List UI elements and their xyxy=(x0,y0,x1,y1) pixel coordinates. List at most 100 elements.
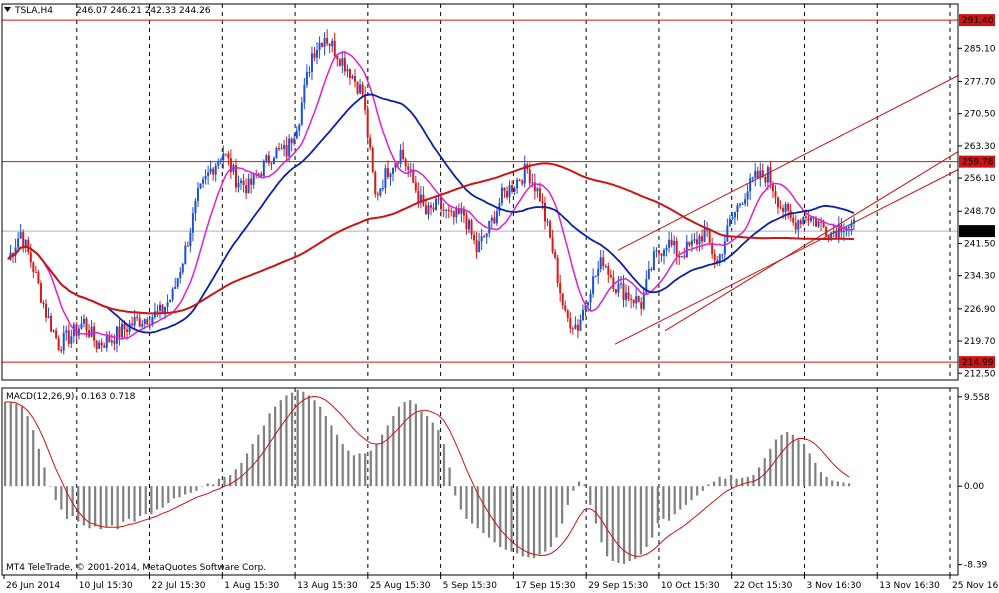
candle-body xyxy=(521,180,524,184)
candle-body xyxy=(245,184,248,194)
macd-bar xyxy=(510,486,513,552)
candle-body xyxy=(505,190,508,198)
candle-body xyxy=(473,234,476,241)
candle-body xyxy=(100,342,103,346)
candle-body xyxy=(475,240,478,253)
macd-bar xyxy=(589,486,592,505)
candle-body xyxy=(22,232,25,247)
candle-body xyxy=(331,40,334,47)
macd-panel-frame xyxy=(1,387,959,576)
candle-body xyxy=(338,59,341,66)
macd-bar xyxy=(701,486,704,491)
candle-body xyxy=(622,283,625,300)
macd-bar xyxy=(797,439,800,487)
macd-bar xyxy=(150,486,153,515)
macd-bar xyxy=(673,486,676,515)
macd-bar xyxy=(65,486,69,519)
candle-body xyxy=(60,349,63,351)
candle-body xyxy=(695,239,698,245)
candle-body xyxy=(670,239,673,246)
macd-panel[interactable] xyxy=(4,389,851,564)
macd-bar xyxy=(611,486,614,561)
candle-body xyxy=(764,176,767,183)
candle-body xyxy=(769,167,772,184)
candle-body xyxy=(164,306,167,313)
macd-bar xyxy=(414,403,417,487)
candle-body xyxy=(652,251,655,271)
candle-body xyxy=(435,198,438,210)
candle-body xyxy=(440,198,443,210)
candle-body xyxy=(366,109,369,138)
macd-bar xyxy=(420,411,423,487)
candle-body xyxy=(541,201,544,203)
macd-bar xyxy=(189,486,192,493)
candle-body xyxy=(409,169,412,171)
macd-bar xyxy=(617,486,620,563)
candle-body xyxy=(627,292,630,299)
candle-body xyxy=(508,185,511,198)
candle-body xyxy=(559,282,562,294)
price-tick-label: 285.10 xyxy=(964,44,996,54)
candle-body xyxy=(592,276,595,294)
candle-body xyxy=(118,326,121,338)
macd-bar xyxy=(634,486,637,560)
candle-body xyxy=(495,211,498,224)
candle-body xyxy=(199,183,202,189)
candle-body xyxy=(500,187,503,204)
macd-bar xyxy=(532,486,536,559)
candle-body xyxy=(632,299,635,304)
candle-body xyxy=(513,188,516,192)
macd-bar xyxy=(60,486,63,510)
candlesticks[interactable] xyxy=(9,29,855,355)
candle-body xyxy=(308,72,311,74)
candle-body xyxy=(602,257,605,267)
macd-bar xyxy=(178,486,181,498)
price-tick-label: 226.90 xyxy=(964,305,996,315)
candle-body xyxy=(741,203,744,205)
candle-body xyxy=(543,202,546,222)
candle-body xyxy=(275,148,278,158)
candle-body xyxy=(321,42,324,47)
candle-body xyxy=(640,302,643,309)
macd-bar xyxy=(583,484,586,487)
candle-body xyxy=(250,178,253,185)
copyright-footer: MT4 TeleTrade, © 2001-2014, MetaQuotes S… xyxy=(6,563,266,573)
macd-header: MACD(12,26,9) 0.163 0.718 xyxy=(6,392,136,402)
candle-body xyxy=(217,161,220,166)
candle-body xyxy=(538,188,541,202)
candle-body xyxy=(346,69,349,72)
macd-bar xyxy=(386,425,389,487)
candle-body xyxy=(191,213,194,233)
macd-bar xyxy=(184,486,187,495)
price-tick-label: 248.70 xyxy=(964,207,996,217)
candle-body xyxy=(237,182,240,188)
candle-body xyxy=(850,223,853,227)
candle-body xyxy=(379,188,382,196)
candle-body xyxy=(713,254,716,261)
macd-bar xyxy=(122,486,125,522)
candle-body xyxy=(316,50,319,58)
macd-bar xyxy=(139,486,142,517)
time-label: 22 Jul 15:30 xyxy=(152,581,206,591)
axes: 26 Jun 2014 10 Jul 15:30 22 Jul 15:30 1 Aug… xyxy=(1,3,999,591)
macd-bar xyxy=(819,472,823,487)
candle-body xyxy=(716,260,719,263)
candle-body xyxy=(80,323,83,329)
candle-body xyxy=(490,217,493,221)
candle-body xyxy=(612,277,615,290)
candle-body xyxy=(756,170,759,179)
candle-body xyxy=(298,124,301,131)
macd-bar xyxy=(448,467,451,487)
dropdown-triangle-icon[interactable] xyxy=(4,7,11,12)
candle-body xyxy=(817,221,820,227)
candle-body xyxy=(290,138,293,144)
macd-bar xyxy=(746,476,749,487)
level-price-label: 214.99 xyxy=(962,358,994,368)
macd-bar xyxy=(49,486,52,487)
price-tick-label: 256.10 xyxy=(964,174,996,184)
candle-body xyxy=(267,155,270,164)
price-tick-label: 270.50 xyxy=(964,110,996,120)
candle-body xyxy=(110,340,113,343)
macd-bar xyxy=(172,486,175,499)
